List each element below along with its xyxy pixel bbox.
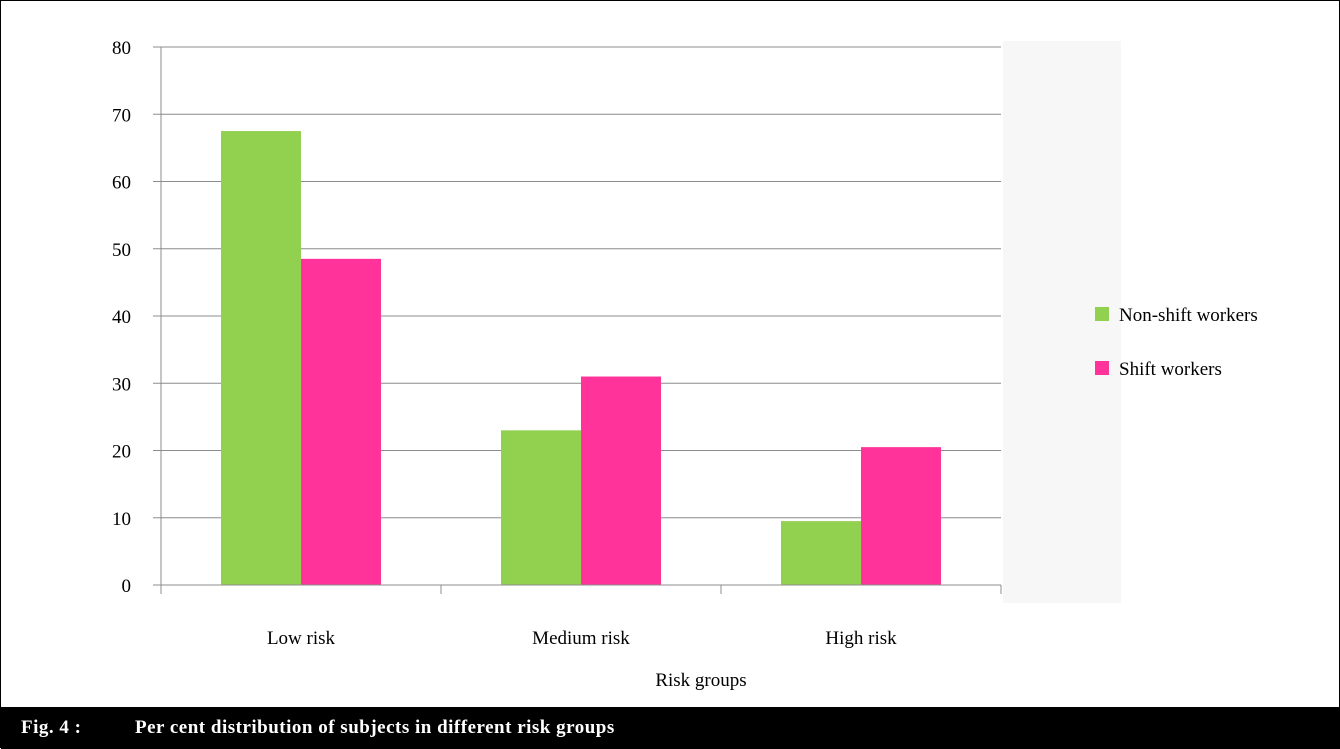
- bar-non-shift-workers-low-risk: [221, 131, 301, 585]
- caption-label: Fig. 4 :: [21, 717, 82, 738]
- bar-non-shift-workers-medium-risk: [501, 430, 581, 585]
- legend-label: Non-shift workers: [1119, 305, 1258, 326]
- y-tick-label: 30: [112, 374, 131, 395]
- figure-caption: Fig. 4 : Per cent distribution of subjec…: [1, 707, 1340, 749]
- y-tick-label: 70: [112, 105, 131, 126]
- plot-edge-shade: [1003, 41, 1121, 603]
- y-tick-label: 0: [122, 576, 132, 597]
- bar-shift-workers-medium-risk: [581, 376, 661, 585]
- bar-shift-workers-low-risk: [301, 258, 381, 585]
- legend-label: Shift workers: [1119, 359, 1222, 380]
- legend-swatch: [1095, 307, 1109, 321]
- y-tick-label: 80: [112, 38, 131, 59]
- legend-swatch: [1095, 361, 1109, 375]
- legend: Non-shift workers Shift workers: [1095, 305, 1258, 380]
- y-tick-label: 50: [112, 240, 131, 261]
- y-tick-label: 20: [112, 442, 131, 463]
- bar-non-shift-workers-high-risk: [781, 521, 861, 585]
- y-tick-label: 60: [112, 173, 131, 194]
- y-tick-label: 40: [112, 307, 131, 328]
- y-tick-label: 10: [112, 509, 131, 530]
- x-category-labels: Low risk Medium risk High risk: [267, 628, 897, 649]
- x-category-label: High risk: [825, 628, 897, 649]
- x-category-label: Low risk: [267, 628, 336, 649]
- y-tick-labels: 0 10 20 30 40 50 60 70 80: [112, 38, 131, 597]
- chart-canvas: 0 10 20 30 40 50 60 70 80 Low risk Medium risk Hig…: [112, 38, 1258, 691]
- axes: [160, 47, 1002, 594]
- bar-chart: 0 10 20 30 40 50 60 70 80 Low risk Medium risk Hig…: [3, 3, 1337, 709]
- bars: [221, 131, 941, 585]
- x-axis-title: Risk groups: [655, 670, 746, 691]
- caption-text: Per cent distribution of subjects in dif…: [135, 717, 615, 738]
- bar-shift-workers-high-risk: [861, 447, 941, 585]
- x-category-label: Medium risk: [532, 628, 630, 649]
